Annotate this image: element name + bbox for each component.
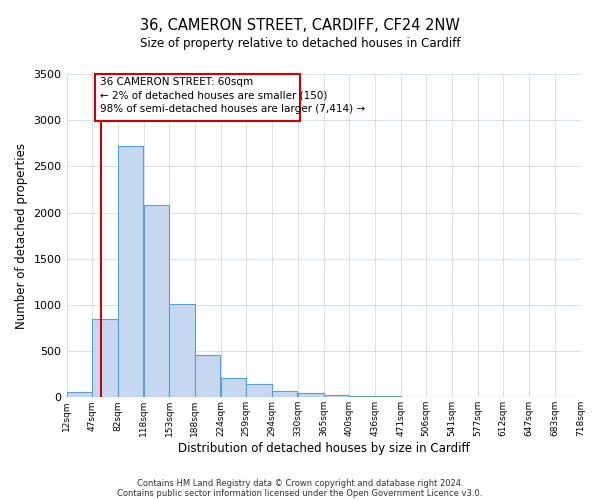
Bar [349,396,374,398]
Text: 36, CAMERON STREET, CARDIFF, CF24 2NW: 36, CAMERON STREET, CARDIFF, CF24 2NW [140,18,460,32]
Bar [92,319,118,398]
Bar [272,392,298,398]
X-axis label: Distribution of detached houses by size in Cardiff: Distribution of detached houses by size … [178,442,469,455]
Text: Size of property relative to detached houses in Cardiff: Size of property relative to detached ho… [140,38,460,51]
Bar [221,378,247,398]
Text: Contains public sector information licensed under the Open Government Licence v3: Contains public sector information licen… [118,488,482,498]
Bar [118,146,143,398]
Text: 36 CAMERON STREET: 60sqm
← 2% of detached houses are smaller (150)
98% of semi-d: 36 CAMERON STREET: 60sqm ← 2% of detache… [100,77,365,114]
Text: Contains HM Land Registry data © Crown copyright and database right 2024.: Contains HM Land Registry data © Crown c… [137,478,463,488]
Bar [67,392,92,398]
Bar [247,384,272,398]
Bar [169,304,194,398]
Y-axis label: Number of detached properties: Number of detached properties [15,142,28,328]
Bar [194,356,220,398]
Bar [144,205,169,398]
FancyBboxPatch shape [95,74,301,121]
Bar [323,395,349,398]
Bar [375,396,401,398]
Bar [298,393,323,398]
